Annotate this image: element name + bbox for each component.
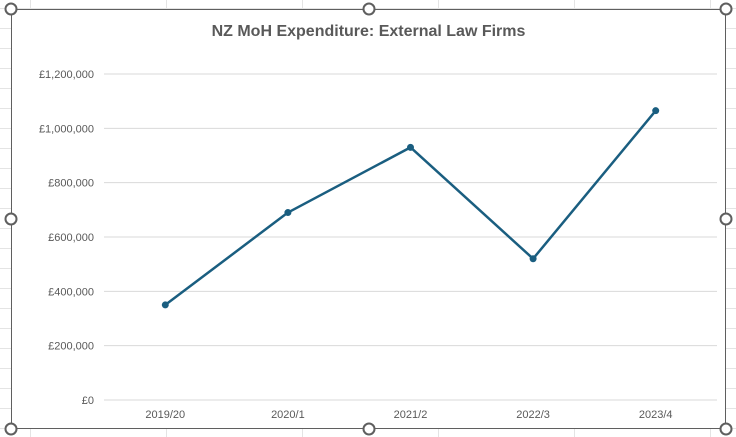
data-point xyxy=(652,107,660,115)
x-tick-label: 2019/20 xyxy=(145,409,185,421)
resize-handle-top-left[interactable] xyxy=(4,2,18,16)
series-line xyxy=(164,109,657,306)
chart-title[interactable]: NZ MoH Expenditure: External Law Firms xyxy=(211,23,526,40)
resize-handle-bottom-right[interactable] xyxy=(719,422,733,436)
data-point xyxy=(284,209,292,217)
resize-handle-left[interactable] xyxy=(4,212,18,226)
y-tick-label: £600,000 xyxy=(48,232,94,244)
data-point xyxy=(407,143,414,151)
y-tick-label: £800,000 xyxy=(48,178,94,190)
x-tick-label: 2022/3 xyxy=(516,409,550,421)
x-tick-label: 2023/4 xyxy=(639,409,673,421)
data-point xyxy=(161,301,169,309)
resize-handle-right[interactable] xyxy=(719,212,733,226)
x-tick-label: 2020/1 xyxy=(271,409,305,421)
y-tick-label: £400,000 xyxy=(48,286,94,298)
data-point xyxy=(529,255,537,263)
y-tick-label: £0 xyxy=(82,395,94,407)
y-tick-label: £200,000 xyxy=(48,341,94,353)
resize-handle-bottom-left[interactable] xyxy=(4,422,18,436)
y-tick-label: £1,200,000 xyxy=(39,69,94,81)
chart-area[interactable]: NZ MoH Expenditure: External Law Firms xyxy=(11,9,726,429)
x-tick-label: 2021/2 xyxy=(394,409,428,421)
resize-handle-top[interactable] xyxy=(362,2,376,16)
resize-handle-top-right[interactable] xyxy=(719,2,733,16)
y-tick-label: £1,000,000 xyxy=(39,123,94,135)
resize-handle-bottom[interactable] xyxy=(362,422,376,436)
